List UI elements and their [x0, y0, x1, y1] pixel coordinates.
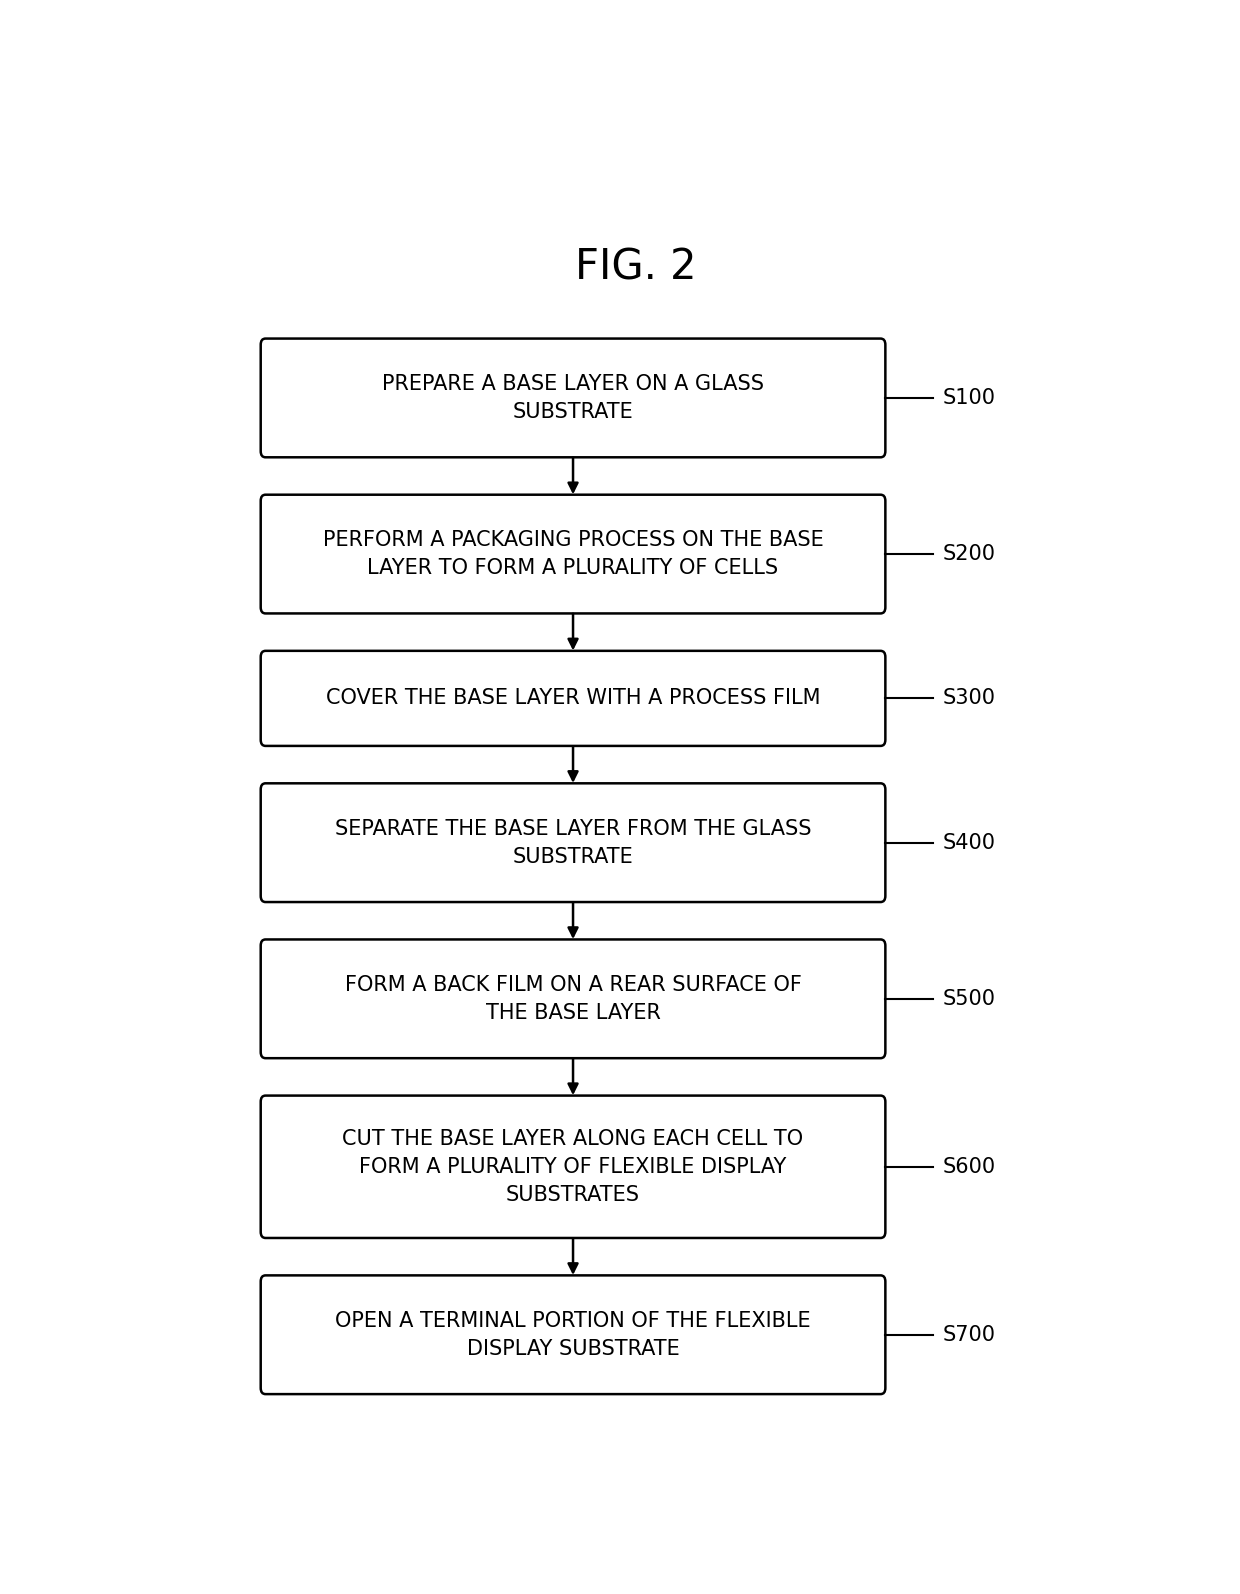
Text: S400: S400 — [944, 832, 996, 853]
Text: SEPARATE THE BASE LAYER FROM THE GLASS
SUBSTRATE: SEPARATE THE BASE LAYER FROM THE GLASS S… — [335, 819, 811, 867]
Text: FORM A BACK FILM ON A REAR SURFACE OF
THE BASE LAYER: FORM A BACK FILM ON A REAR SURFACE OF TH… — [345, 976, 801, 1023]
FancyBboxPatch shape — [260, 338, 885, 457]
Text: S700: S700 — [944, 1325, 996, 1345]
FancyBboxPatch shape — [260, 494, 885, 614]
Text: S200: S200 — [944, 544, 996, 564]
Text: S300: S300 — [944, 689, 996, 708]
Text: PREPARE A BASE LAYER ON A GLASS
SUBSTRATE: PREPARE A BASE LAYER ON A GLASS SUBSTRAT… — [382, 375, 764, 422]
Text: S500: S500 — [944, 988, 996, 1009]
Text: FIG. 2: FIG. 2 — [575, 247, 696, 289]
Text: S600: S600 — [944, 1157, 996, 1176]
FancyBboxPatch shape — [260, 650, 885, 746]
Text: COVER THE BASE LAYER WITH A PROCESS FILM: COVER THE BASE LAYER WITH A PROCESS FILM — [326, 689, 821, 708]
Text: CUT THE BASE LAYER ALONG EACH CELL TO
FORM A PLURALITY OF FLEXIBLE DISPLAY
SUBST: CUT THE BASE LAYER ALONG EACH CELL TO FO… — [342, 1129, 804, 1205]
Text: OPEN A TERMINAL PORTION OF THE FLEXIBLE
DISPLAY SUBSTRATE: OPEN A TERMINAL PORTION OF THE FLEXIBLE … — [335, 1310, 811, 1358]
Text: S100: S100 — [944, 387, 996, 408]
FancyBboxPatch shape — [260, 939, 885, 1058]
FancyBboxPatch shape — [260, 1095, 885, 1239]
Text: PERFORM A PACKAGING PROCESS ON THE BASE
LAYER TO FORM A PLURALITY OF CELLS: PERFORM A PACKAGING PROCESS ON THE BASE … — [322, 531, 823, 579]
FancyBboxPatch shape — [260, 783, 885, 902]
FancyBboxPatch shape — [260, 1275, 885, 1395]
